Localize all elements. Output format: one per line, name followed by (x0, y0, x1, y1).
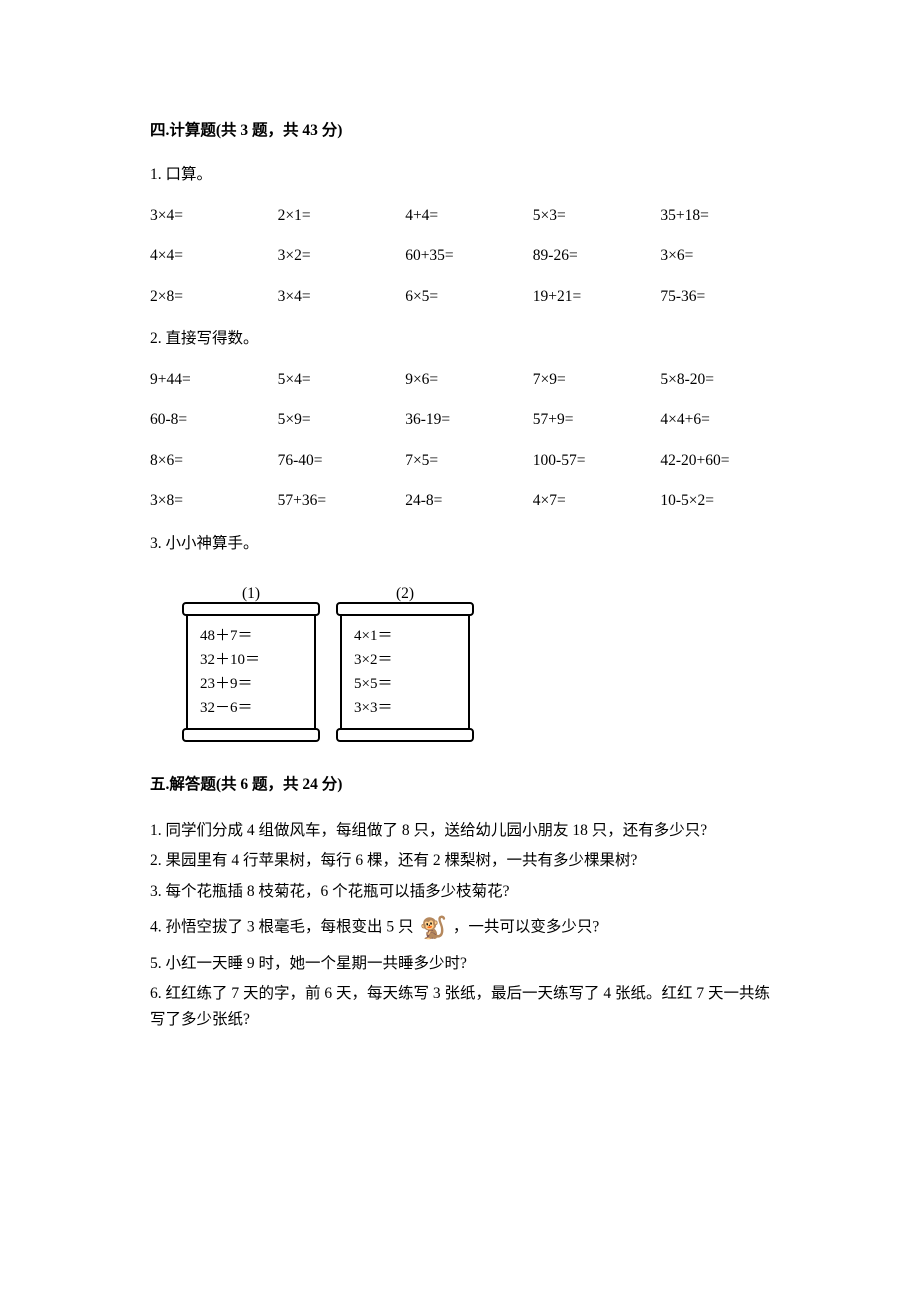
calc-cell: 3×8= (150, 490, 270, 512)
calc-cell: 7×5= (405, 450, 525, 472)
scroll-line: 3×3＝ (354, 696, 456, 720)
calc-cell: 4+4= (405, 205, 525, 227)
word-problem: 6. 红红练了 7 天的字，前 6 天，每天练写 3 张纸，最后一天练写了 4 … (150, 981, 780, 1034)
scroll-box: 48＋7＝32＋10＝23＋9＝32－6＝ (186, 612, 316, 732)
calc-cell: 4×4= (150, 245, 270, 267)
calc-cell: 5×4= (278, 369, 398, 391)
calc-cell: 8×6= (150, 450, 270, 472)
calc-cell: 4×7= (533, 490, 653, 512)
calc-cell: 57+9= (533, 409, 653, 431)
word-problem: 5. 小红一天睡 9 时，她一个星期一共睡多少时? (150, 951, 780, 977)
calc-cell: 7×9= (533, 369, 653, 391)
calc-cell: 2×1= (278, 205, 398, 227)
word-problem: 1. 同学们分成 4 组做风车，每组做了 8 只，送给幼儿园小朋友 18 只，还… (150, 818, 780, 844)
calc-cell: 9×6= (405, 369, 525, 391)
calc-cell: 24-8= (405, 490, 525, 512)
scroll-line: 23＋9＝ (200, 672, 302, 696)
scroll-line: 48＋7＝ (200, 624, 302, 648)
scroll-column: (1)48＋7＝32＋10＝23＋9＝32－6＝ (186, 583, 316, 731)
scroll-column: (2)4×1＝3×2＝5×5＝3×3＝ (340, 583, 470, 731)
scroll-line: 3×2＝ (354, 648, 456, 672)
scroll-box: 4×1＝3×2＝5×5＝3×3＝ (340, 612, 470, 732)
calc-cell: 75-36= (660, 286, 780, 308)
section4-title: 四.计算题(共 3 题，共 43 分) (150, 120, 780, 142)
calc-cell: 76-40= (278, 450, 398, 472)
calc-cell: 60+35= (405, 245, 525, 267)
scroll-line: 5×5＝ (354, 672, 456, 696)
word-problem-text: 4. 孙悟空拔了 3 根毫毛，每根变出 5 只 (150, 918, 414, 935)
word-problem: 3. 每个花瓶插 8 枝菊花，6 个花瓶可以插多少枝菊花? (150, 879, 780, 905)
q1-grid: 3×4= 2×1= 4+4= 5×3= 35+18= 4×4= 3×2= 60+35= 89-2… (150, 205, 780, 308)
q3-prompt: 3. 小小神算手。 (150, 533, 780, 555)
calc-cell: 89-26= (533, 245, 653, 267)
q1-prompt: 1. 口算。 (150, 164, 780, 186)
word-problems: 1. 同学们分成 4 组做风车，每组做了 8 只，送给幼儿园小朋友 18 只，还… (150, 818, 780, 1033)
calc-cell: 60-8= (150, 409, 270, 431)
calc-cell: 9+44= (150, 369, 270, 391)
calc-cell: 57+36= (278, 490, 398, 512)
scroll-line: 32＋10＝ (200, 648, 302, 672)
word-problem: 2. 果园里有 4 行苹果树，每行 6 棵，还有 2 棵梨树，一共有多少棵果树? (150, 848, 780, 874)
q2-grid: 9+44= 5×4= 9×6= 7×9= 5×8-20= 60-8= 5×9= 36-19= 5… (150, 369, 780, 513)
calc-cell: 5×3= (533, 205, 653, 227)
calc-cell: 2×8= (150, 286, 270, 308)
word-problem-text: ，一共可以变多少只? (453, 918, 599, 935)
calc-cell: 36-19= (405, 409, 525, 431)
calc-cell: 6×5= (405, 286, 525, 308)
monkey-icon: 🐒 (420, 909, 447, 946)
q2-prompt: 2. 直接写得数。 (150, 328, 780, 350)
calc-cell: 3×4= (150, 205, 270, 227)
calc-cell: 19+21= (533, 286, 653, 308)
calc-cell: 5×9= (278, 409, 398, 431)
calc-cell: 10-5×2= (660, 490, 780, 512)
calc-cell: 3×6= (660, 245, 780, 267)
scroll-line: 32－6＝ (200, 696, 302, 720)
scroll-line: 4×1＝ (354, 624, 456, 648)
calc-cell: 42-20+60= (660, 450, 780, 472)
section5-title: 五.解答题(共 6 题，共 24 分) (150, 774, 780, 796)
calc-cell: 5×8-20= (660, 369, 780, 391)
calc-cell: 35+18= (660, 205, 780, 227)
word-problem: 4. 孙悟空拔了 3 根毫毛，每根变出 5 只 🐒 ，一共可以变多少只? (150, 909, 780, 946)
calc-cell: 4×4+6= (660, 409, 780, 431)
calc-cell: 3×4= (278, 286, 398, 308)
calc-cell: 100-57= (533, 450, 653, 472)
q3-scrolls: (1)48＋7＝32＋10＝23＋9＝32－6＝(2)4×1＝3×2＝5×5＝3… (186, 583, 780, 731)
calc-cell: 3×2= (278, 245, 398, 267)
